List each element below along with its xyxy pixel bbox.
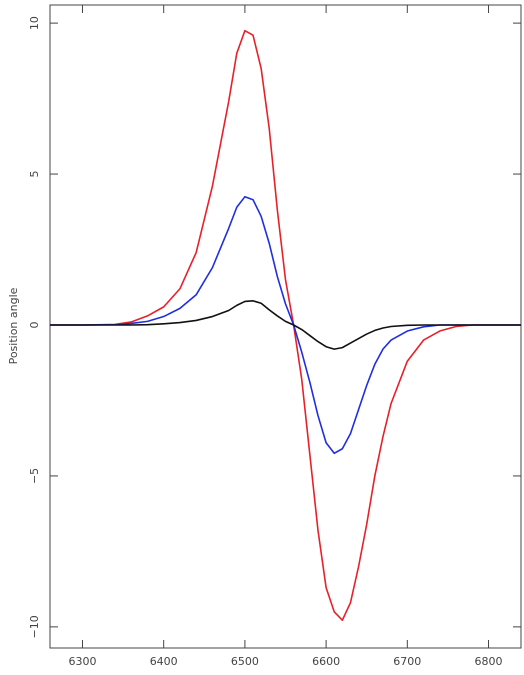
- series-lines: [50, 29, 521, 622]
- series-line-2: [50, 195, 521, 455]
- y-axis-label: Position angle: [7, 287, 20, 364]
- y-tick-label: 5: [28, 171, 41, 178]
- x-tick-label: 6700: [393, 655, 421, 668]
- y-tick-label: −10: [28, 615, 41, 638]
- x-tick-label: 6300: [68, 655, 96, 668]
- x-tick-label: 6400: [150, 655, 178, 668]
- series-line-1: [50, 29, 521, 622]
- y-tick-label: 10: [28, 16, 41, 30]
- y-axis: −10 −5 0 5 10: [28, 16, 521, 638]
- y-tick-label: −5: [28, 468, 41, 484]
- plot-frame: [49, 4, 522, 649]
- x-axis: 6300 6400 6500 6600 6700 6800: [68, 5, 503, 668]
- x-tick-label: 6800: [475, 655, 503, 668]
- x-tick-label: 6500: [231, 655, 259, 668]
- y-tick-label: 0: [28, 321, 41, 328]
- series-line-3: [50, 300, 521, 350]
- x-tick-label: 6600: [312, 655, 340, 668]
